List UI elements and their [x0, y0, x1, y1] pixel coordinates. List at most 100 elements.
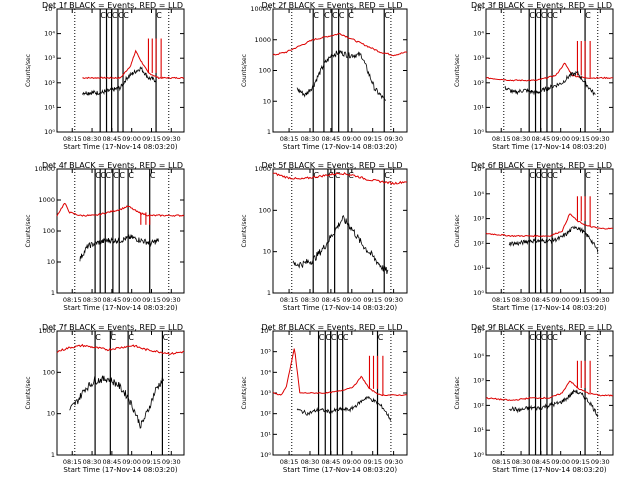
y-tick-label: 10³ [260, 389, 271, 397]
x-tick-label: 09:15 [363, 296, 382, 304]
y-tick-label: 10000 [34, 165, 55, 173]
lld-series-line [485, 213, 613, 238]
x-tick-label: 08:30 [512, 135, 531, 143]
x-tick-label: 09:00 [122, 135, 141, 143]
marker-flag: C [585, 333, 591, 342]
y-tick-label: 10⁴ [473, 352, 484, 360]
marker-flag: C [112, 11, 118, 20]
y-axis-label: Counts/sec [454, 376, 461, 409]
panel-title: Det 7f BLACK = Events, RED = LLD [42, 323, 183, 332]
lld-series-line [272, 348, 408, 397]
marker-flag: C [384, 171, 390, 180]
marker-flag: C [348, 11, 354, 20]
marker-flag: C [536, 333, 542, 342]
x-tick-label: 08:30 [512, 296, 531, 304]
y-tick-label: 100 [43, 227, 55, 235]
marker-flag: C [163, 333, 169, 342]
events-series-line [504, 70, 596, 97]
plot-frame [485, 168, 614, 294]
marker-flag: C [113, 171, 119, 180]
marker-flag: C [536, 171, 542, 180]
y-tick-label: 10⁰ [44, 128, 55, 136]
y-tick-label: 10 [263, 97, 271, 105]
events-series-line [508, 225, 599, 253]
y-tick-label: 10² [473, 79, 484, 87]
marker-flag: C [100, 11, 106, 20]
x-tick-label: 09:30 [591, 296, 610, 304]
y-axis-label: Counts/sec [25, 376, 32, 409]
events-series-line [292, 215, 389, 274]
x-tick-label: 09:30 [591, 135, 610, 143]
plot-frame [272, 168, 408, 294]
x-tick-label: 08:15 [280, 135, 299, 143]
y-axis-label: Counts/sec [454, 214, 461, 247]
y-tick-label: 10¹ [44, 103, 55, 111]
panel-title: Det 4f BLACK = Events, RED = LLD [42, 161, 183, 170]
x-tick-label: 09:15 [142, 458, 161, 466]
marker-flag: C [111, 333, 117, 342]
panel-title: Det 5f BLACK = Events, RED = LLD [261, 161, 402, 170]
x-tick-label: 08:15 [280, 458, 299, 466]
x-axis-label: Start Time (17-Nov-14 08:03:20) [63, 304, 177, 312]
x-tick-label: 08:30 [83, 296, 102, 304]
y-tick-label: 1 [267, 289, 271, 297]
x-tick-label: 08:30 [83, 135, 102, 143]
x-tick-label: 08:45 [102, 296, 121, 304]
lld-series-line [485, 62, 614, 82]
y-tick-label: 10¹ [473, 103, 484, 111]
x-axis-label: Start Time (17-Nov-14 08:03:20) [63, 143, 177, 151]
marker-flag: C [95, 171, 101, 180]
marker-flag: C [529, 333, 535, 342]
marker-flag: C [552, 171, 558, 180]
marker-flag: C [105, 171, 111, 180]
marker-flag: C [156, 11, 162, 20]
y-tick-label: 10³ [473, 215, 484, 223]
panel-title: Det 9f BLACK = Events, RED = LLD [471, 323, 612, 332]
x-tick-label: 09:00 [551, 458, 570, 466]
x-tick-label: 08:45 [322, 135, 341, 143]
y-tick-label: 100 [43, 368, 55, 376]
marker-flag: C [119, 171, 125, 180]
lld-series-line [82, 49, 185, 80]
marker-flag: C [552, 11, 558, 20]
x-tick-label: 08:45 [531, 135, 550, 143]
y-axis-label: Counts/sec [25, 54, 32, 87]
marker-flag: C [332, 11, 338, 20]
x-tick-label: 09:00 [342, 458, 361, 466]
y-axis-label: Counts/sec [241, 214, 248, 247]
y-tick-label: 10³ [473, 377, 484, 385]
y-tick-label: 10² [473, 239, 484, 247]
marker-flag: C [529, 171, 535, 180]
x-tick-label: 09:30 [384, 135, 403, 143]
x-tick-label: 08:45 [102, 135, 121, 143]
x-tick-label: 09:15 [363, 135, 382, 143]
y-tick-label: 10 [47, 410, 55, 418]
plot-frame [485, 8, 614, 133]
x-tick-label: 08:45 [322, 458, 341, 466]
marker-flag: C [585, 171, 591, 180]
marker-flag: C [325, 333, 331, 342]
marker-flag: C [118, 11, 124, 20]
x-tick-label: 09:15 [571, 135, 590, 143]
x-tick-label: 09:30 [162, 135, 181, 143]
y-tick-label: 10¹ [473, 264, 484, 272]
marker-flag: C [128, 333, 134, 342]
x-tick-label: 08:45 [102, 458, 121, 466]
x-tick-label: 09:15 [142, 135, 161, 143]
x-tick-label: 09:00 [122, 296, 141, 304]
y-tick-label: 10⁵ [44, 5, 55, 13]
y-tick-label: 1000 [38, 327, 55, 335]
x-tick-label: 09:30 [384, 296, 403, 304]
x-tick-label: 08:45 [322, 296, 341, 304]
marker-flag: C [324, 11, 330, 20]
x-tick-label: 09:15 [142, 296, 161, 304]
events-series-line [508, 389, 599, 418]
y-tick-label: 100 [259, 206, 271, 214]
x-tick-label: 09:00 [342, 135, 361, 143]
lld-series-line [56, 202, 185, 217]
x-tick-label: 09:15 [363, 458, 382, 466]
marker-flag: C [585, 11, 591, 20]
x-tick-label: 08:15 [63, 458, 82, 466]
x-tick-label: 08:30 [301, 135, 320, 143]
marker-flag: C [547, 11, 553, 20]
